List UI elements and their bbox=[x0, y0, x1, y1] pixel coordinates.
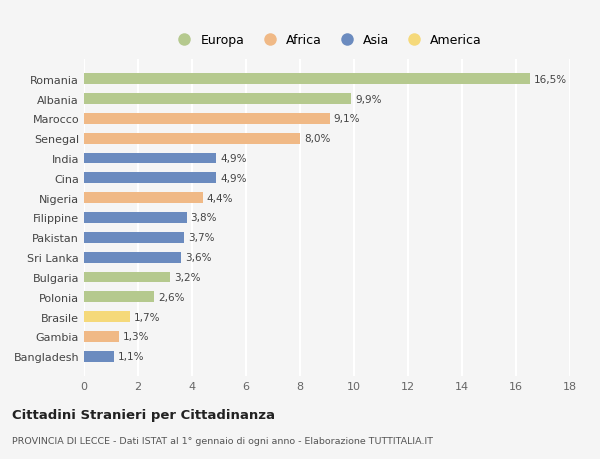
Text: 3,2%: 3,2% bbox=[175, 272, 201, 282]
Text: PROVINCIA DI LECCE - Dati ISTAT al 1° gennaio di ogni anno - Elaborazione TUTTIT: PROVINCIA DI LECCE - Dati ISTAT al 1° ge… bbox=[12, 436, 433, 445]
Bar bbox=[84, 74, 530, 85]
Text: 3,7%: 3,7% bbox=[188, 233, 214, 243]
Text: 9,9%: 9,9% bbox=[355, 94, 382, 104]
Text: 3,6%: 3,6% bbox=[185, 252, 212, 263]
Text: 4,9%: 4,9% bbox=[220, 174, 247, 184]
Bar bbox=[84, 94, 352, 105]
Text: 9,1%: 9,1% bbox=[334, 114, 360, 124]
Bar bbox=[84, 351, 114, 362]
Text: 3,8%: 3,8% bbox=[191, 213, 217, 223]
Text: 8,0%: 8,0% bbox=[304, 134, 331, 144]
Bar bbox=[84, 331, 119, 342]
Bar bbox=[84, 252, 181, 263]
Bar bbox=[84, 193, 203, 204]
Bar bbox=[84, 213, 187, 224]
Text: 4,9%: 4,9% bbox=[220, 154, 247, 164]
Text: Cittadini Stranieri per Cittadinanza: Cittadini Stranieri per Cittadinanza bbox=[12, 409, 275, 421]
Legend: Europa, Africa, Asia, America: Europa, Africa, Asia, America bbox=[172, 34, 482, 47]
Bar bbox=[84, 312, 130, 322]
Bar bbox=[84, 232, 184, 243]
Text: 2,6%: 2,6% bbox=[158, 292, 185, 302]
Text: 4,4%: 4,4% bbox=[207, 193, 233, 203]
Text: 1,3%: 1,3% bbox=[123, 332, 149, 342]
Bar bbox=[84, 173, 217, 184]
Bar bbox=[84, 134, 300, 144]
Text: 16,5%: 16,5% bbox=[533, 74, 566, 84]
Text: 1,7%: 1,7% bbox=[134, 312, 160, 322]
Bar bbox=[84, 272, 170, 283]
Bar bbox=[84, 114, 330, 124]
Text: 1,1%: 1,1% bbox=[118, 352, 144, 362]
Bar bbox=[84, 153, 217, 164]
Bar bbox=[84, 292, 154, 302]
